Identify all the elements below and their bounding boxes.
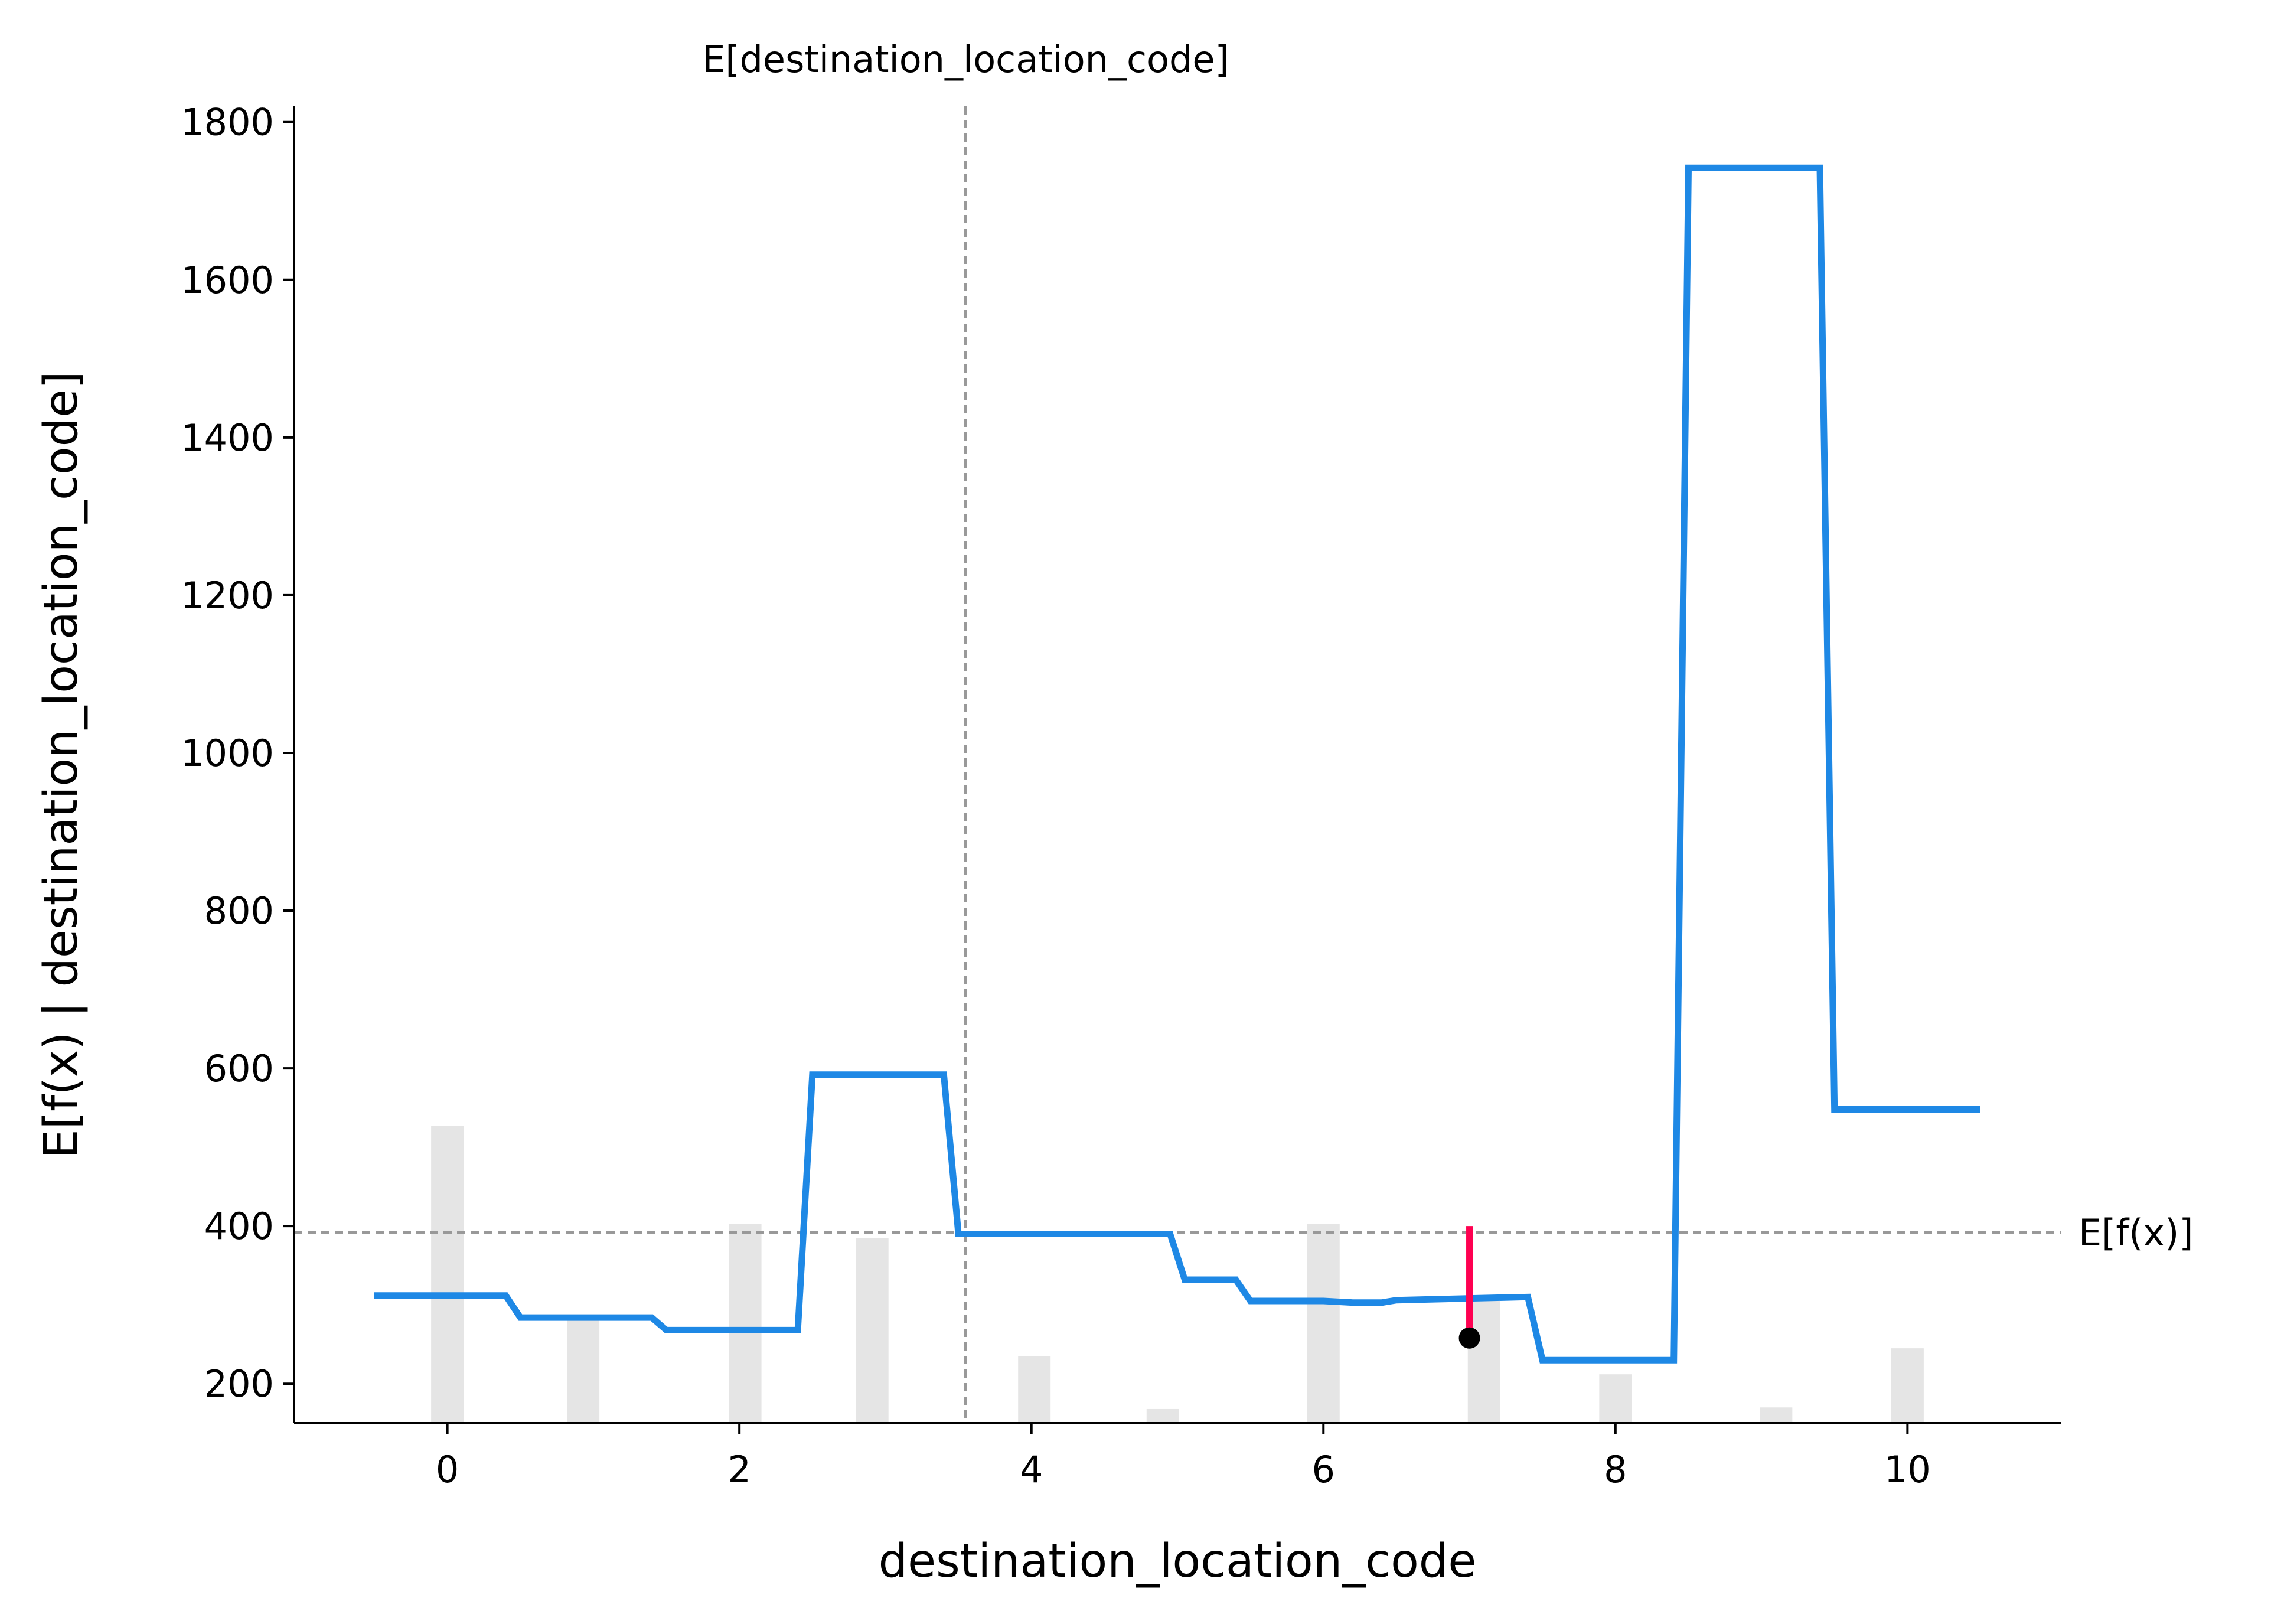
histogram-bar: [567, 1316, 600, 1423]
histogram-bar: [856, 1238, 889, 1423]
x-tick-label: 8: [1604, 1448, 1627, 1491]
x-axis-title: destination_location_code: [879, 1535, 1477, 1588]
mean-prediction-label: E[f(x)]: [2079, 1211, 2193, 1254]
histogram-bar: [1307, 1224, 1340, 1423]
y-tick-label: 1800: [181, 101, 274, 144]
histogram-bar: [729, 1224, 762, 1423]
x-axis-ticks: 0 2 4 6 8 10: [436, 1423, 1931, 1491]
instance-point: [1458, 1327, 1480, 1349]
y-tick-label: 1000: [181, 732, 274, 775]
y-axis-ticks: 200 400 600 800 1000 1200 1400 1600 1800: [181, 101, 294, 1405]
instance-marker-group: [1458, 1226, 1480, 1349]
dependence-line: [374, 164, 1980, 1364]
y-tick-label: 600: [204, 1047, 274, 1090]
histogram-bars: [431, 1126, 1924, 1423]
y-tick-label: 400: [204, 1205, 274, 1248]
axes: [293, 106, 2061, 1424]
reference-lines: [294, 106, 2061, 1423]
histogram-bar: [1018, 1356, 1051, 1423]
y-tick-label: 1400: [181, 416, 274, 459]
histogram-bar: [1891, 1348, 1924, 1423]
y-tick-label: 1200: [181, 574, 274, 617]
y-tick-label: 800: [204, 889, 274, 932]
histogram-bar: [431, 1126, 464, 1423]
mean-feature-label: E[destination_location_code]: [702, 38, 1229, 81]
x-tick-label: 10: [1884, 1448, 1931, 1491]
histogram-bar: [1760, 1407, 1793, 1423]
x-tick-label: 6: [1312, 1448, 1335, 1491]
x-tick-label: 2: [727, 1448, 751, 1491]
histogram-bar: [1467, 1301, 1500, 1423]
x-tick-label: 0: [436, 1448, 459, 1491]
y-tick-label: 1600: [181, 259, 274, 302]
dependence-line-group: [374, 164, 1980, 1364]
y-tick-label: 200: [204, 1362, 274, 1405]
y-axis-title: E[f(x) | destination_location_code]: [35, 371, 88, 1158]
histogram-bar: [1146, 1408, 1179, 1423]
histogram-bar: [1599, 1374, 1632, 1423]
x-tick-label: 4: [1020, 1448, 1043, 1491]
